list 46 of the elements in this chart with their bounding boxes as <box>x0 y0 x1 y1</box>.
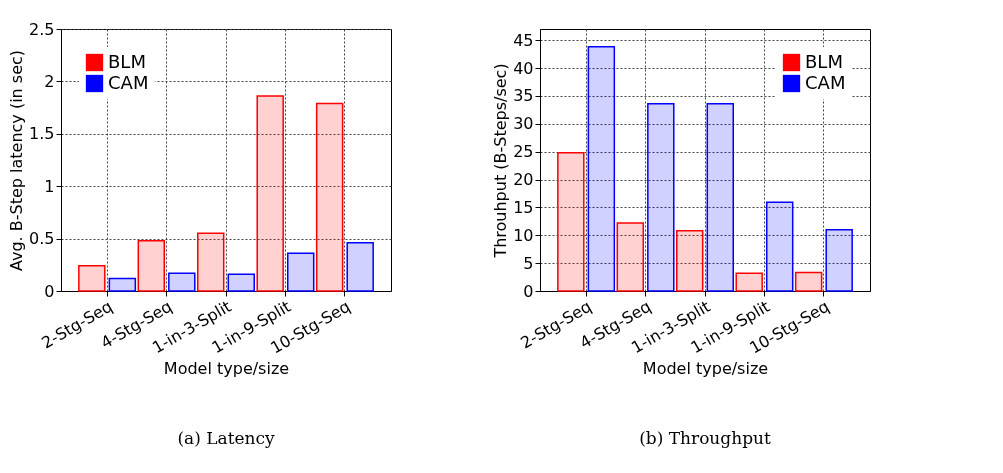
bar <box>557 152 585 292</box>
y-tick-label: 5 <box>523 253 534 273</box>
y-tick-label: 0.5 <box>29 229 55 249</box>
bar <box>287 252 315 292</box>
y-tick-label: 0 <box>523 281 534 301</box>
y-axis-title: Avg. B-Step latency (in sec) <box>7 49 27 272</box>
y-tick-label: 10 <box>513 225 534 245</box>
y-tick-label: 2.5 <box>29 19 55 39</box>
bar <box>227 273 255 292</box>
y-tick-label: 0 <box>44 281 55 301</box>
bar <box>168 272 196 292</box>
y-tick-label: 40 <box>513 58 534 78</box>
bar <box>735 272 763 292</box>
x-axis-title: Model type/size <box>642 358 769 378</box>
bar <box>676 230 704 292</box>
legend-label: CAM <box>108 71 149 93</box>
legend-label: CAM <box>805 71 846 93</box>
x-axis-title: Model type/size <box>163 358 290 378</box>
y-tick-label: 30 <box>513 114 534 134</box>
text: (a) Latency <box>177 428 275 449</box>
y-tick-label: 20 <box>513 170 534 190</box>
bar <box>197 232 225 292</box>
y-tick-label: 35 <box>513 86 534 106</box>
y-tick-label: 45 <box>513 30 534 50</box>
bar <box>346 242 374 292</box>
bar <box>587 46 616 292</box>
bar <box>315 102 344 292</box>
bar <box>794 271 823 292</box>
y-tick-label: 15 <box>513 197 534 217</box>
bar <box>647 102 675 292</box>
y-axis-title: Throuhput (B-Steps/sec) <box>491 63 511 259</box>
text: (b) Throughput <box>639 428 771 449</box>
bar <box>616 222 644 292</box>
bar <box>78 265 106 292</box>
y-tick-label: 1.5 <box>29 124 55 144</box>
legend-label: BLM <box>805 50 843 72</box>
bar <box>766 201 794 292</box>
y-tick-label: 1 <box>44 176 55 196</box>
legend-label: BLM <box>108 50 146 72</box>
bar <box>825 228 853 292</box>
bar <box>706 102 734 292</box>
y-tick-label: 25 <box>513 142 534 162</box>
bar <box>137 239 165 292</box>
bar <box>256 95 284 292</box>
bar <box>108 277 137 292</box>
y-tick-label: 2 <box>44 71 55 91</box>
